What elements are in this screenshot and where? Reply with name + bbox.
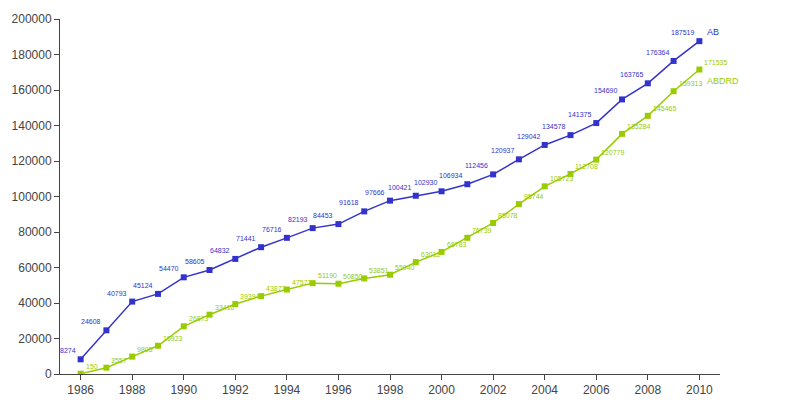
svg-text:82193: 82193 (288, 216, 308, 223)
svg-text:24608: 24608 (81, 318, 101, 325)
svg-text:1990: 1990 (170, 383, 197, 397)
svg-text:120000: 120000 (12, 154, 52, 168)
svg-text:2002: 2002 (480, 383, 507, 397)
svg-text:63012: 63012 (421, 251, 441, 258)
svg-text:135284: 135284 (627, 123, 650, 130)
svg-text:171535: 171535 (704, 59, 727, 66)
svg-text:84453: 84453 (313, 212, 333, 219)
svg-text:145465: 145465 (653, 105, 676, 112)
svg-text:2004: 2004 (531, 383, 558, 397)
svg-text:47571: 47571 (292, 279, 312, 286)
svg-text:43877: 43877 (266, 285, 286, 292)
svg-text:8274: 8274 (60, 347, 76, 354)
svg-text:45124: 45124 (133, 282, 153, 289)
svg-text:112708: 112708 (575, 163, 598, 170)
svg-text:200000: 200000 (12, 12, 52, 26)
svg-text:2006: 2006 (583, 383, 610, 397)
svg-text:26873: 26873 (189, 315, 209, 322)
svg-text:1986: 1986 (67, 383, 94, 397)
svg-text:140000: 140000 (12, 119, 52, 133)
svg-text:33416: 33416 (215, 304, 235, 311)
svg-text:39394: 39394 (240, 293, 260, 300)
svg-text:76716: 76716 (262, 226, 282, 233)
svg-text:112456: 112456 (465, 162, 488, 169)
svg-text:15923: 15923 (163, 335, 183, 342)
svg-text:71441: 71441 (236, 235, 256, 242)
svg-text:3557: 3557 (111, 357, 127, 364)
svg-text:102930: 102930 (414, 179, 437, 186)
svg-text:80000: 80000 (18, 225, 52, 239)
svg-text:50850: 50850 (343, 273, 363, 280)
svg-text:141375: 141375 (568, 111, 591, 118)
svg-text:2008: 2008 (634, 383, 661, 397)
svg-text:1988: 1988 (119, 383, 146, 397)
svg-text:AB: AB (707, 27, 719, 37)
svg-text:64832: 64832 (210, 247, 230, 254)
svg-text:76739: 76739 (472, 227, 492, 234)
svg-text:154690: 154690 (594, 87, 617, 94)
svg-text:58605: 58605 (185, 258, 205, 265)
svg-text:97666: 97666 (365, 189, 385, 196)
svg-text:54470: 54470 (159, 265, 179, 272)
svg-text:129042: 129042 (517, 133, 540, 140)
svg-text:106934: 106934 (439, 172, 462, 179)
svg-text:2000: 2000 (428, 383, 455, 397)
svg-text:1996: 1996 (325, 383, 352, 397)
svg-text:53851: 53851 (369, 267, 389, 274)
svg-text:51190: 51190 (318, 272, 337, 279)
svg-text:187519: 187519 (671, 29, 694, 36)
svg-text:85078: 85078 (498, 212, 518, 219)
svg-text:105723: 105723 (550, 175, 573, 182)
svg-text:160000: 160000 (12, 83, 52, 97)
svg-text:9805: 9805 (137, 346, 153, 353)
svg-text:150: 150 (86, 363, 98, 370)
svg-text:1998: 1998 (377, 383, 404, 397)
svg-text:120779: 120779 (601, 149, 624, 156)
svg-text:40793: 40793 (107, 290, 127, 297)
svg-text:95744: 95744 (524, 193, 544, 200)
svg-text:180000: 180000 (12, 48, 52, 62)
svg-text:1994: 1994 (274, 383, 301, 397)
svg-text:159313: 159313 (679, 80, 702, 87)
svg-text:120937: 120937 (491, 147, 514, 154)
svg-text:1992: 1992 (222, 383, 249, 397)
svg-text:68783: 68783 (447, 241, 467, 248)
svg-text:163765: 163765 (620, 71, 643, 78)
svg-text:55940: 55940 (395, 264, 415, 271)
svg-text:100421: 100421 (388, 184, 411, 191)
svg-text:60000: 60000 (18, 261, 52, 275)
svg-text:134578: 134578 (542, 123, 565, 130)
svg-text:ABDRD: ABDRD (707, 76, 739, 86)
svg-text:40000: 40000 (18, 296, 52, 310)
svg-text:91618: 91618 (339, 199, 359, 206)
svg-text:2010: 2010 (686, 383, 713, 397)
svg-text:176364: 176364 (646, 49, 669, 56)
svg-text:100000: 100000 (12, 190, 52, 204)
svg-text:20000: 20000 (18, 332, 52, 346)
svg-text:0: 0 (45, 367, 52, 381)
